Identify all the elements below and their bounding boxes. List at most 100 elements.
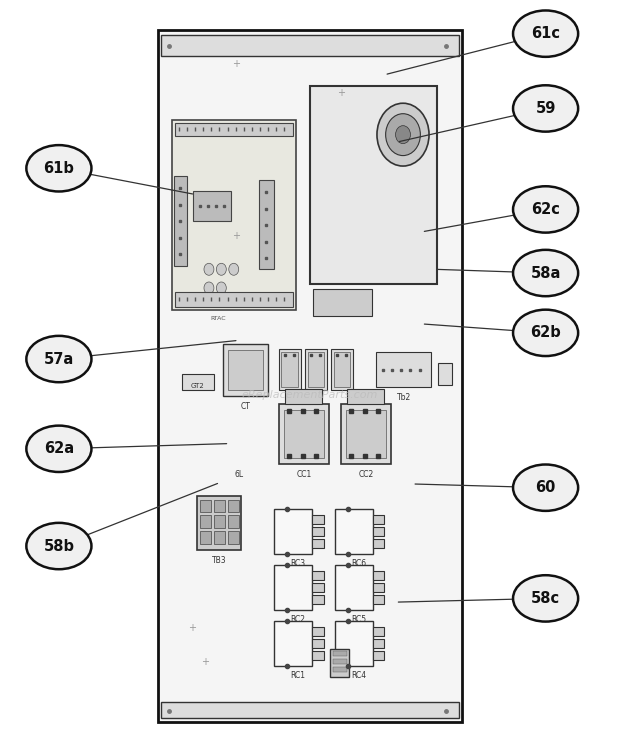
Bar [335, 509, 373, 554]
Bar [312, 639, 324, 648]
Text: +: + [201, 657, 208, 667]
Text: +: + [232, 230, 239, 241]
Bar [259, 180, 274, 269]
Bar [214, 531, 225, 544]
Text: CT: CT [241, 402, 250, 411]
Text: +: + [232, 122, 239, 132]
Bar [223, 344, 268, 396]
Circle shape [229, 263, 239, 275]
Bar [228, 500, 239, 512]
Bar [331, 349, 353, 390]
Bar [200, 500, 211, 512]
Bar [373, 527, 384, 536]
Bar [373, 595, 384, 604]
Bar [373, 515, 384, 524]
Bar [175, 123, 293, 136]
Text: 58c: 58c [531, 591, 560, 606]
Bar [335, 565, 373, 610]
Text: GT2: GT2 [191, 383, 205, 389]
Bar [335, 621, 373, 666]
Text: 58b: 58b [43, 539, 74, 554]
Bar [285, 389, 322, 404]
Text: RC2: RC2 [291, 615, 306, 624]
Bar [312, 539, 324, 548]
Bar [333, 651, 347, 656]
Text: 59: 59 [536, 101, 556, 116]
Text: 62a: 62a [44, 441, 74, 456]
Bar [274, 509, 312, 554]
Bar [200, 515, 211, 528]
Bar [281, 352, 298, 387]
Ellipse shape [513, 10, 578, 57]
Bar [341, 404, 391, 464]
Text: eReplacementParts.com: eReplacementParts.com [242, 390, 378, 400]
Ellipse shape [513, 186, 578, 233]
Bar [312, 595, 324, 604]
Bar [197, 496, 241, 550]
Circle shape [377, 103, 429, 166]
Ellipse shape [513, 85, 578, 132]
Text: 57a: 57a [44, 352, 74, 367]
Bar [228, 531, 239, 544]
Text: 62c: 62c [531, 202, 560, 217]
Bar [333, 659, 347, 664]
Bar [172, 120, 296, 310]
Bar [214, 500, 225, 512]
Circle shape [204, 263, 214, 275]
Bar [228, 515, 239, 528]
Text: 62b: 62b [530, 325, 561, 340]
Bar [310, 86, 437, 284]
Text: 58a: 58a [531, 266, 560, 280]
Bar [305, 349, 327, 390]
Ellipse shape [513, 575, 578, 622]
Circle shape [216, 263, 226, 275]
Ellipse shape [26, 426, 92, 472]
Bar [312, 571, 324, 580]
Ellipse shape [513, 310, 578, 356]
Bar [274, 621, 312, 666]
Bar [175, 292, 293, 307]
Circle shape [386, 114, 420, 156]
Ellipse shape [26, 523, 92, 569]
Bar [284, 410, 324, 458]
Text: TB3: TB3 [211, 556, 226, 565]
Text: CC1: CC1 [296, 470, 311, 479]
Ellipse shape [26, 145, 92, 191]
Bar [312, 515, 324, 524]
Text: RC4: RC4 [352, 671, 366, 680]
Bar [200, 531, 211, 544]
Text: RC5: RC5 [352, 615, 366, 624]
Bar [330, 649, 349, 677]
Text: RC3: RC3 [291, 559, 306, 568]
Circle shape [396, 126, 410, 144]
Bar [373, 651, 384, 660]
Bar [313, 289, 372, 316]
Bar [438, 363, 452, 385]
Text: +: + [337, 88, 345, 99]
Ellipse shape [513, 465, 578, 511]
Text: RC1: RC1 [291, 671, 306, 680]
Bar [174, 176, 187, 266]
Bar [373, 627, 384, 636]
Bar [228, 350, 263, 390]
Bar [347, 389, 384, 404]
Bar [161, 35, 459, 56]
Circle shape [204, 282, 214, 294]
Ellipse shape [26, 336, 92, 382]
Text: 61b: 61b [43, 161, 74, 176]
Text: 60: 60 [536, 480, 556, 495]
Bar [333, 667, 347, 672]
Text: 61c: 61c [531, 26, 560, 41]
Bar [279, 404, 329, 464]
Bar [373, 639, 384, 648]
Bar [373, 571, 384, 580]
Bar [312, 583, 324, 592]
Text: +: + [232, 58, 239, 69]
Bar [279, 349, 301, 390]
Bar [373, 583, 384, 592]
Bar [308, 352, 324, 387]
Bar [373, 539, 384, 548]
Bar [214, 515, 225, 528]
Text: 6L: 6L [234, 470, 243, 479]
Bar [182, 374, 214, 390]
